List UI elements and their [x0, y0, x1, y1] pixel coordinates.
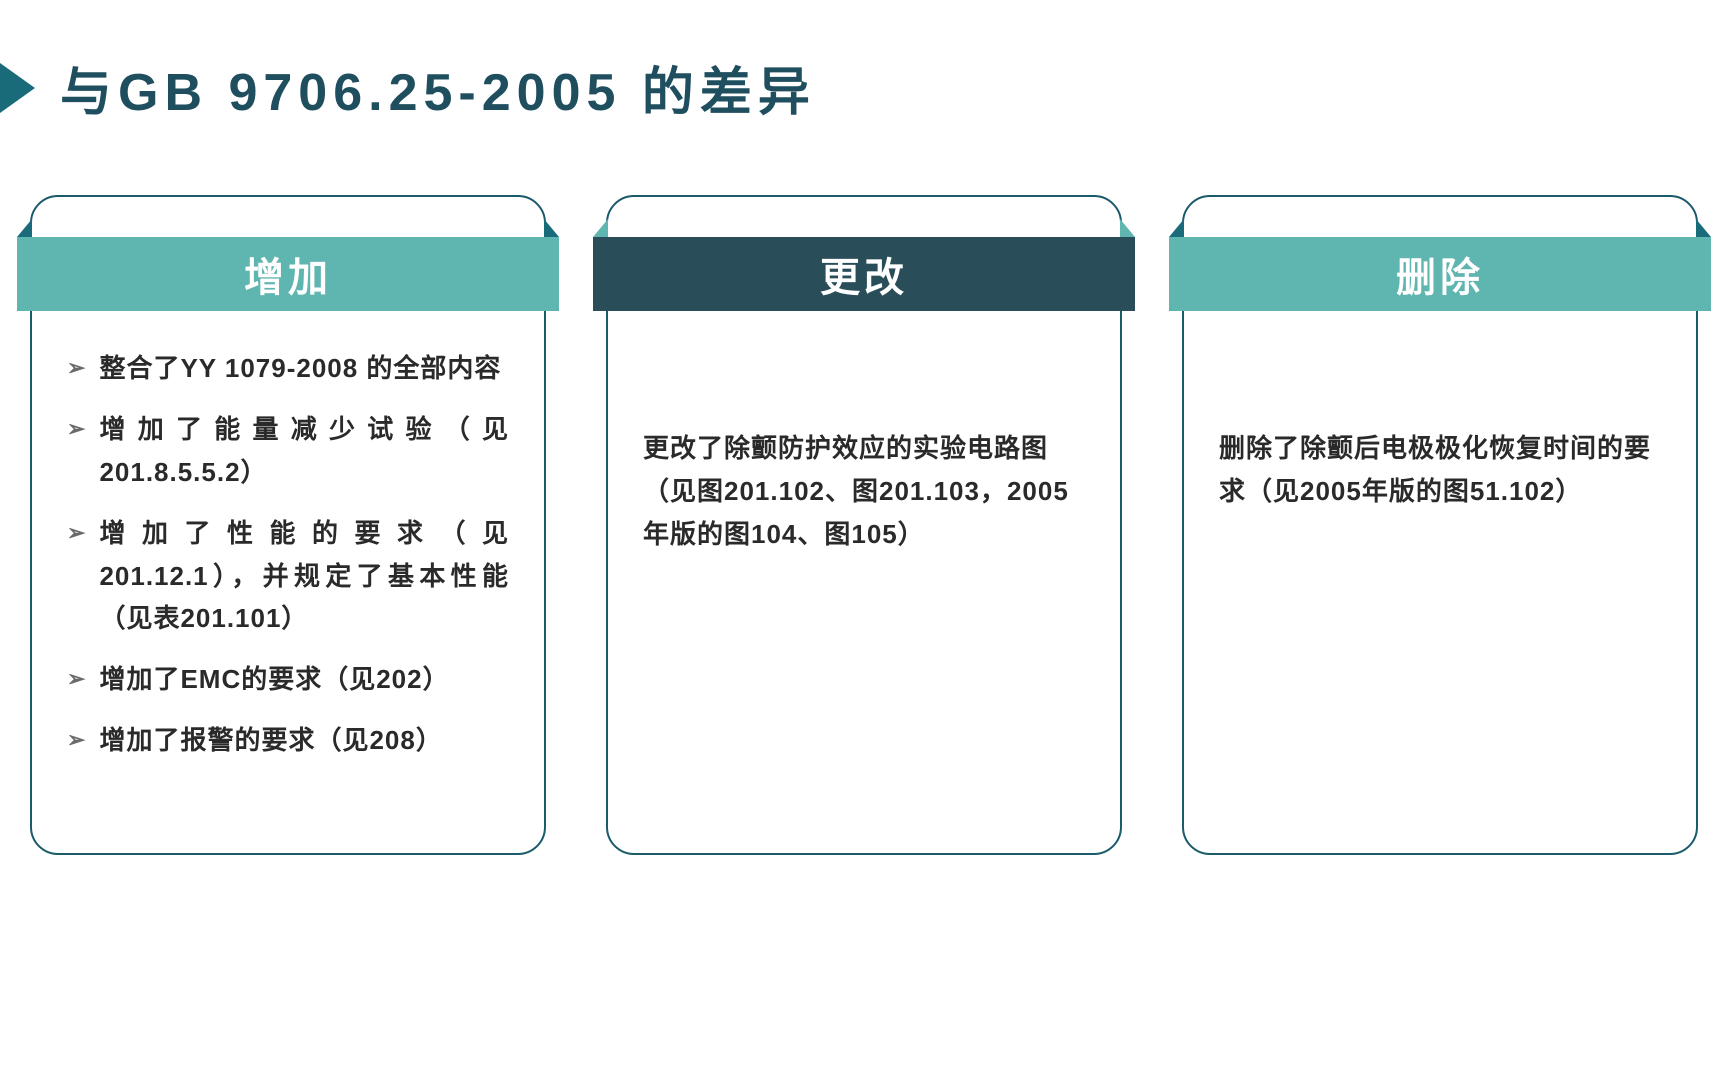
card-header: 更改 — [593, 237, 1135, 311]
ribbon-fold-right-icon — [544, 219, 559, 237]
ribbon-fold-right-icon — [1696, 219, 1711, 237]
bullet-icon: ➢ — [67, 661, 85, 697]
list-text: 增加了能量减少试验（见201.8.5.5.2） — [99, 408, 509, 494]
title-container: 与GB 9706.25-2005 的差异 — [0, 0, 1728, 125]
card-text: 更改了除颤防护效应的实验电路图（见图201.102、图201.103，2005年… — [643, 347, 1085, 556]
title-bullet-icon — [0, 63, 35, 113]
list-text: 增加了EMC的要求（见202） — [99, 658, 509, 701]
list-text: 整合了YY 1079-2008 的全部内容 — [99, 347, 509, 390]
card-title: 增加 — [244, 245, 332, 303]
ribbon-fold-right-icon — [1120, 219, 1135, 237]
bullet-icon: ➢ — [67, 350, 85, 386]
card-header-wrapper: 删除 — [1169, 237, 1711, 311]
ribbon-fold-left-icon — [593, 219, 608, 237]
page-title: 与GB 9706.25-2005 的差异 — [60, 50, 816, 125]
bullet-icon: ➢ — [67, 515, 85, 551]
card-changed: 更改 更改了除颤防护效应的实验电路图（见图201.102、图201.103，20… — [606, 195, 1122, 855]
list-item: ➢ 整合了YY 1079-2008 的全部内容 — [67, 347, 509, 390]
bullet-icon: ➢ — [67, 722, 85, 758]
list-item: ➢ 增加了性能的要求（见201.12.1），并规定了基本性能（见表201.101… — [67, 512, 509, 641]
card-title: 更改 — [820, 245, 908, 303]
list-item: ➢ 增加了报警的要求（见208） — [67, 719, 509, 762]
list-text: 增加了性能的要求（见201.12.1），并规定了基本性能（见表201.101） — [99, 512, 509, 641]
card-added: 增加 ➢ 整合了YY 1079-2008 的全部内容 ➢ 增加了能量减少试验（见… — [30, 195, 546, 855]
card-header-wrapper: 更改 — [593, 237, 1135, 311]
ribbon-fold-left-icon — [17, 219, 32, 237]
list-item: ➢ 增加了能量减少试验（见201.8.5.5.2） — [67, 408, 509, 494]
card-header: 增加 — [17, 237, 559, 311]
card-header-wrapper: 增加 — [17, 237, 559, 311]
list-text: 增加了报警的要求（见208） — [99, 719, 509, 762]
list-item: ➢ 增加了EMC的要求（见202） — [67, 658, 509, 701]
card-deleted: 删除 删除了除颤后电极极化恢复时间的要求（见2005年版的图51.102） — [1182, 195, 1698, 855]
bullet-icon: ➢ — [67, 411, 85, 447]
card-text: 删除了除颤后电极极化恢复时间的要求（见2005年版的图51.102） — [1219, 347, 1661, 513]
cards-container: 增加 ➢ 整合了YY 1079-2008 的全部内容 ➢ 增加了能量减少试验（见… — [0, 195, 1728, 855]
card-header: 删除 — [1169, 237, 1711, 311]
card-title: 删除 — [1396, 245, 1484, 303]
ribbon-fold-left-icon — [1169, 219, 1184, 237]
